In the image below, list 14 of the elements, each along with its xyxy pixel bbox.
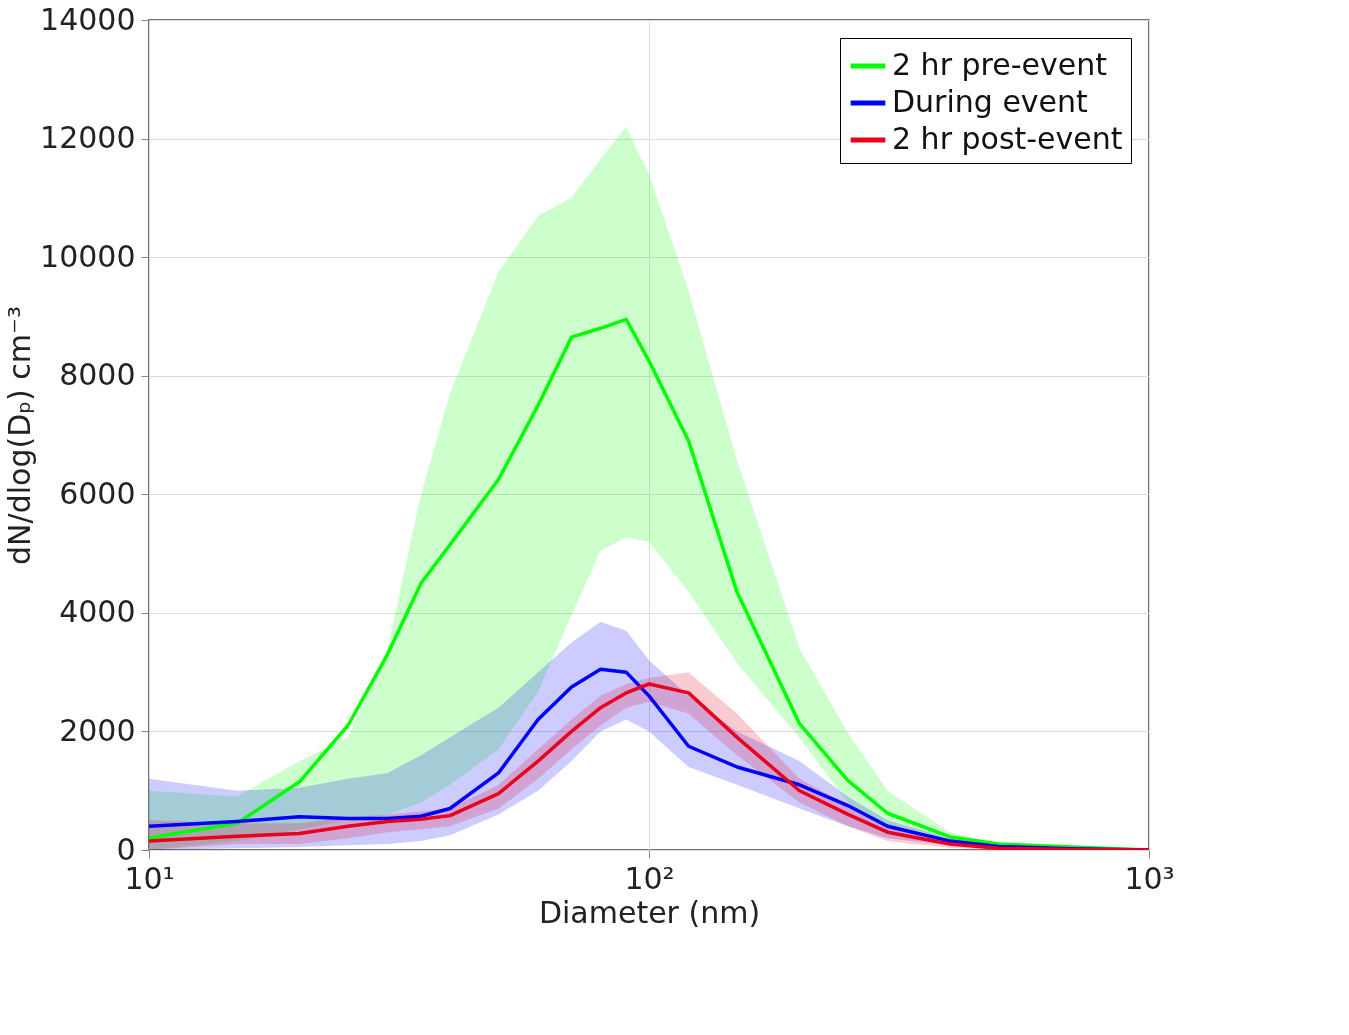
- legend-label: 2 hr post-event: [892, 121, 1123, 156]
- x-axis-title: Diameter (nm): [538, 894, 761, 930]
- legend-label: 2 hr pre-event: [892, 47, 1108, 82]
- y-tick-label: 4000: [59, 594, 136, 630]
- y-tick-label: 6000: [59, 475, 136, 511]
- y-tick-label: 2000: [59, 712, 136, 748]
- y-tick-label: 10000: [40, 238, 136, 274]
- x-tick-label: 10³: [1124, 860, 1175, 896]
- y-axis-title: dN/dlog(Dₚ) cm⁻³: [2, 306, 38, 565]
- x-tick-label: 10²: [624, 860, 675, 896]
- legend-label: During event: [892, 84, 1089, 119]
- y-tick-label: 14000: [40, 1, 136, 37]
- y-tick-label: 8000: [59, 357, 136, 393]
- y-tick-label: 12000: [40, 120, 136, 156]
